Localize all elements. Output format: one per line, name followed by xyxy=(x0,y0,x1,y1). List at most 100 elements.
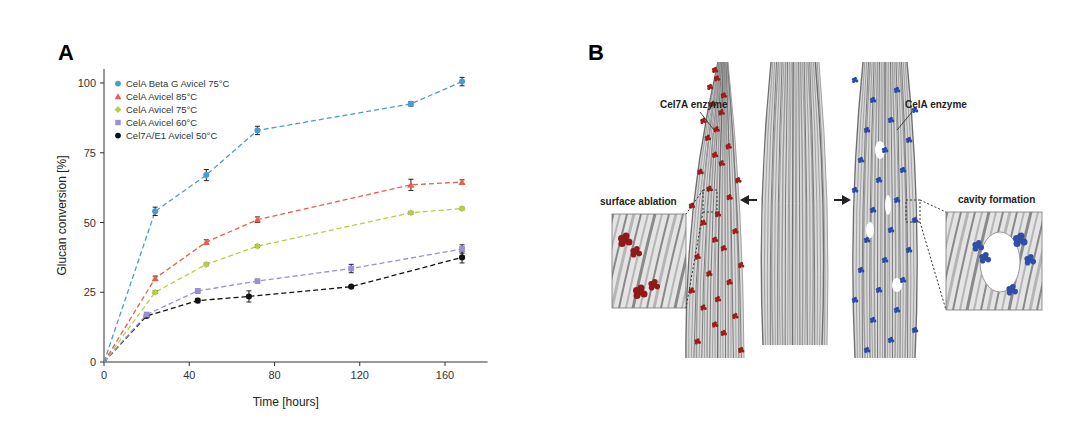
legend-marker xyxy=(115,106,122,113)
legend-label: Cel7A/E1 Avicel 50°C xyxy=(126,130,217,141)
error-bar xyxy=(246,291,251,302)
enzyme-blob xyxy=(915,329,918,332)
enzyme-blob xyxy=(873,99,876,102)
diagram: Cel7A enzymeCelA enzymesurface ablationc… xyxy=(570,62,1068,358)
data-point xyxy=(408,101,414,107)
bundle-body xyxy=(762,62,828,345)
y-tick xyxy=(100,362,104,363)
enzyme-blob xyxy=(726,195,729,198)
enzyme xyxy=(697,169,703,175)
enzyme-blob xyxy=(852,298,855,301)
enzyme-blob xyxy=(630,248,636,254)
enzyme-blob xyxy=(903,279,906,282)
enzyme-blob xyxy=(724,95,727,98)
enzyme-blob xyxy=(876,288,879,291)
enzyme xyxy=(735,177,741,183)
y-tick xyxy=(100,83,104,84)
enzyme-blob xyxy=(717,129,720,132)
enzyme-blob xyxy=(864,238,867,241)
enzyme xyxy=(721,245,727,251)
enzyme-blob xyxy=(701,171,704,174)
enzyme-blob xyxy=(1006,286,1012,292)
enzyme-blob xyxy=(852,188,855,191)
figure: AB025507510004080120160Time [hours]Gluca… xyxy=(0,0,1068,432)
y-axis xyxy=(104,69,105,362)
enzyme-blob xyxy=(721,93,724,96)
series-line xyxy=(104,82,462,362)
legend-marker xyxy=(115,120,120,125)
error-bar xyxy=(255,126,260,134)
diagram-label: CelA enzyme xyxy=(905,99,967,110)
enzyme-blob xyxy=(891,229,894,232)
enzyme-blob xyxy=(852,78,855,81)
data-point xyxy=(458,178,465,184)
enzyme-blob xyxy=(715,154,718,157)
inset-bg xyxy=(946,212,1042,310)
enzyme xyxy=(864,127,870,133)
enzyme-blob xyxy=(712,237,715,240)
enzyme-blob xyxy=(692,205,695,208)
enzyme-blob xyxy=(700,305,703,308)
enzyme xyxy=(718,109,724,115)
legend: CelA Beta G Avicel 75°CCelA Avicel 85°CC… xyxy=(115,78,230,141)
enzyme-blob xyxy=(888,118,891,121)
series-line xyxy=(104,209,462,362)
enzyme xyxy=(864,347,870,353)
enzyme xyxy=(894,197,900,203)
enzyme-blob xyxy=(729,146,732,149)
enzyme-blob xyxy=(721,246,724,249)
enzyme-blob xyxy=(738,348,741,351)
enzyme xyxy=(630,246,642,258)
enzyme-blob xyxy=(888,228,891,231)
enzyme xyxy=(882,147,888,153)
enzyme xyxy=(972,240,984,252)
enzyme-blob xyxy=(724,248,727,251)
enzyme xyxy=(979,252,991,264)
enzyme xyxy=(852,187,858,193)
enzyme-blob xyxy=(897,199,900,202)
enzyme xyxy=(705,135,711,141)
enzyme-blob xyxy=(709,273,712,276)
fiber xyxy=(799,62,800,345)
fiber xyxy=(792,62,794,345)
data-point xyxy=(195,288,201,294)
enzyme-blob xyxy=(870,208,873,211)
enzyme-blob xyxy=(891,119,894,122)
fiber xyxy=(796,62,798,345)
enzyme xyxy=(882,257,888,263)
data-point xyxy=(459,246,465,252)
series-line xyxy=(104,249,462,362)
enzyme-blob xyxy=(909,249,912,252)
enzyme xyxy=(712,236,718,242)
enzyme-blob xyxy=(855,299,858,302)
x-tick-label: 0 xyxy=(101,369,107,381)
data-point xyxy=(203,261,210,268)
enzyme-blob xyxy=(894,308,897,311)
enzyme xyxy=(900,277,906,283)
error-bar xyxy=(153,207,158,215)
enzyme-blob xyxy=(738,263,741,266)
error-bar xyxy=(204,169,209,180)
enzyme-blob xyxy=(906,248,909,251)
zoom-box xyxy=(906,200,920,222)
enzyme-blob xyxy=(894,198,897,201)
enzyme-blob xyxy=(870,98,873,101)
diagram-label: Cel7A enzyme xyxy=(660,99,728,110)
enzyme-blob xyxy=(700,119,703,122)
enzyme-blob xyxy=(985,257,991,263)
fiber xyxy=(882,62,883,358)
y-tick xyxy=(100,222,104,223)
enzyme-blob xyxy=(648,281,654,287)
inset xyxy=(570,214,739,308)
fiber xyxy=(880,62,881,358)
x-tick xyxy=(104,362,105,366)
enzyme xyxy=(894,307,900,313)
enzyme-blob xyxy=(870,318,873,321)
fiber xyxy=(819,62,828,345)
enzyme xyxy=(726,143,732,149)
enzyme xyxy=(633,285,648,300)
enzyme-blob xyxy=(704,307,707,310)
enzyme-blob xyxy=(867,129,870,132)
enzyme xyxy=(726,279,732,285)
y-tick-label: 50 xyxy=(84,217,96,229)
